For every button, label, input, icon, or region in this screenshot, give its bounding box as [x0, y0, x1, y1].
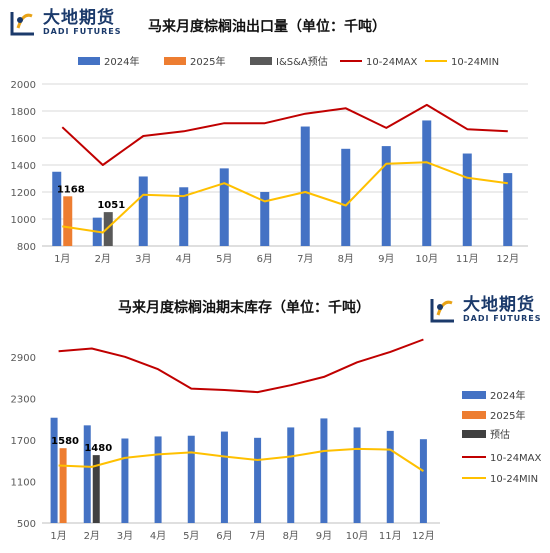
- legend-label: 预估: [490, 428, 510, 441]
- x-tick-label: 4月: [150, 530, 166, 542]
- x-tick-label: 5月: [183, 530, 199, 542]
- brand-name-zh: 大地期货: [463, 295, 535, 315]
- data-label: 1168: [57, 184, 85, 195]
- bar-2024年: [179, 187, 189, 246]
- chart2-title: 马来月度棕榈油期末库存（单位：千吨）: [118, 300, 370, 316]
- y-tick-label: 1100: [11, 477, 36, 488]
- x-tick-label: 1月: [50, 530, 66, 542]
- y-tick-label: 1600: [11, 134, 36, 145]
- legend-label: 10-24MIN: [451, 57, 499, 68]
- x-tick-label: 3月: [117, 530, 133, 542]
- bar-2024年: [386, 430, 394, 523]
- bar-2024年: [260, 192, 270, 246]
- bar-2024年: [462, 153, 472, 246]
- brand-name-en: DADI FUTURES: [463, 314, 542, 323]
- legend-label: 10-24MAX: [366, 57, 418, 68]
- bar-2024年: [220, 431, 228, 523]
- bar-2024年: [503, 173, 513, 246]
- y-tick-label: 500: [17, 519, 36, 530]
- bar-2024年: [353, 427, 361, 523]
- x-tick-label: 7月: [249, 530, 265, 542]
- legend-swatch: [164, 57, 186, 65]
- bar-I&S&A预估: [103, 212, 113, 246]
- x-tick-label: 10月: [415, 253, 438, 265]
- y-tick-label: 1700: [11, 436, 36, 447]
- x-tick-label: 10月: [346, 530, 369, 542]
- bar-2024年: [52, 171, 62, 246]
- line-10-24MAX: [61, 103, 508, 166]
- y-tick-label: 1000: [11, 215, 36, 226]
- chart1-title: 马来月度棕榈油出口量（单位：千吨）: [148, 19, 386, 35]
- legend-swatch: [78, 57, 100, 65]
- dadi-logo-icon: [430, 299, 454, 323]
- brand-name-en: DADI FUTURES: [43, 27, 122, 36]
- bar-2024年: [187, 435, 195, 523]
- y-tick-label: 2300: [11, 394, 36, 405]
- x-tick-label: 2月: [84, 530, 100, 542]
- line-10-24MAX: [58, 338, 424, 394]
- x-tick-label: 6月: [257, 253, 273, 265]
- bar-2024年: [419, 439, 427, 523]
- data-label: 1480: [84, 443, 112, 454]
- line-10-24MIN: [62, 161, 508, 234]
- x-tick-label: 12月: [496, 253, 519, 265]
- x-tick-label: 5月: [216, 253, 232, 265]
- x-tick-label: 8月: [338, 253, 354, 265]
- x-tick-label: 8月: [283, 530, 299, 542]
- legend-swatch: [462, 391, 486, 399]
- bar-2024年: [300, 126, 310, 246]
- brand-logo-top: 大地期货 DADI FUTURES: [8, 8, 122, 38]
- x-tick-label: 9月: [378, 253, 394, 265]
- bar-2025年: [59, 448, 67, 523]
- bar-2024年: [138, 176, 148, 246]
- bar-2024年: [219, 168, 229, 246]
- x-tick-label: 7月: [297, 253, 313, 265]
- legend-swatch: [462, 411, 486, 419]
- x-tick-label: 11月: [456, 253, 479, 265]
- y-tick-label: 1800: [11, 107, 36, 118]
- x-tick-label: 9月: [316, 530, 332, 542]
- legend-label: 10-24MIN: [490, 474, 538, 485]
- y-tick-label: 800: [17, 242, 36, 253]
- legend-label: I&S&A预估: [276, 55, 328, 68]
- legend-label: 2025年: [490, 409, 525, 422]
- bar-2024年: [381, 146, 391, 246]
- legend-label: 2024年: [104, 55, 139, 68]
- legend-label: 10-24MAX: [490, 453, 542, 464]
- legend-label: 2024年: [490, 389, 525, 402]
- legend-swatch: [462, 430, 486, 438]
- y-tick-label: 2900: [11, 353, 36, 364]
- bar-2024年: [254, 437, 262, 523]
- bar-预估: [92, 455, 100, 523]
- x-tick-label: 2月: [95, 253, 111, 265]
- data-label: 1051: [97, 200, 125, 211]
- bar-2024年: [50, 417, 58, 523]
- bar-2024年: [121, 438, 129, 523]
- x-tick-label: 12月: [412, 530, 435, 542]
- bar-2024年: [154, 436, 162, 523]
- x-tick-label: 3月: [135, 253, 151, 265]
- legend-label: 2025年: [190, 55, 225, 68]
- x-tick-label: 4月: [176, 253, 192, 265]
- brand-logo-bottom: 大地期货 DADI FUTURES: [428, 295, 542, 325]
- bar-2024年: [83, 425, 91, 523]
- x-tick-label: 11月: [379, 530, 402, 542]
- data-label: 1580: [51, 436, 79, 447]
- line-10-24MIN: [58, 447, 424, 472]
- chart2-ending-stock: 500 1100 1700 2300 2900 1月 2月 3月 4月 5月 6月 7月 8月 9月 10月…: [11, 338, 542, 542]
- legend-swatch: [250, 57, 272, 65]
- brand-name-zh: 大地期货: [43, 8, 115, 28]
- bar-2024年: [422, 120, 432, 246]
- bar-2024年: [287, 427, 295, 523]
- chart1-export-volume: 800 1000 1200 1400 1600 1800 2000 1月 2月 3月 4月 5月 6月 7…: [11, 55, 528, 265]
- bar-2024年: [320, 418, 328, 523]
- bar-2025年: [63, 196, 73, 246]
- x-tick-label: 1月: [54, 253, 70, 265]
- y-tick-label: 2000: [11, 80, 36, 91]
- x-tick-label: 6月: [216, 530, 232, 542]
- dadi-logo-icon: [10, 12, 34, 36]
- bar-2024年: [341, 148, 351, 246]
- y-tick-label: 1400: [11, 161, 36, 172]
- y-tick-label: 1200: [11, 188, 36, 199]
